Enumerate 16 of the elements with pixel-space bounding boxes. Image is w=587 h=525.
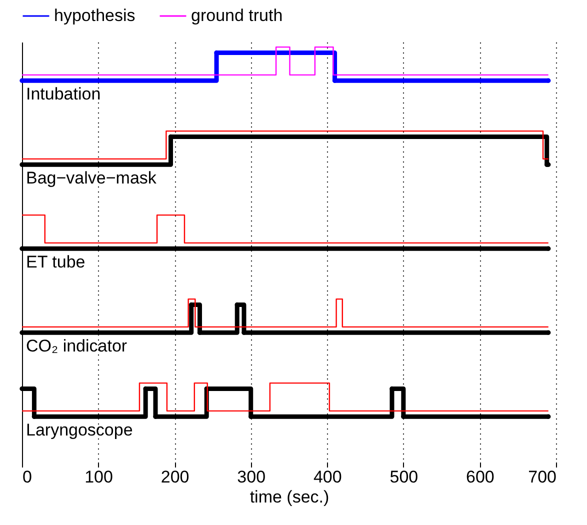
x-tick-label: 500 [390,468,418,486]
x-tick-label: 100 [84,468,113,486]
x-tick-label: 700 [528,468,556,486]
x-tick-label: 400 [313,468,342,486]
text: Bag−valve−mask [26,168,157,188]
text: Intubation [26,84,101,104]
legend-label: ground truth [191,6,283,25]
x-tick-label: 0 [22,468,32,486]
x-tick-label: 200 [160,468,190,486]
text: ET tube [26,252,86,272]
text: Laryngoscope [26,420,133,440]
legend-label: hypothesis [54,6,136,25]
text: CO₂ indicator [26,336,128,356]
x-tick-label: 600 [466,468,494,486]
x-tick-label: 300 [237,468,266,486]
x-axis-title: time (sec.) [250,488,330,506]
